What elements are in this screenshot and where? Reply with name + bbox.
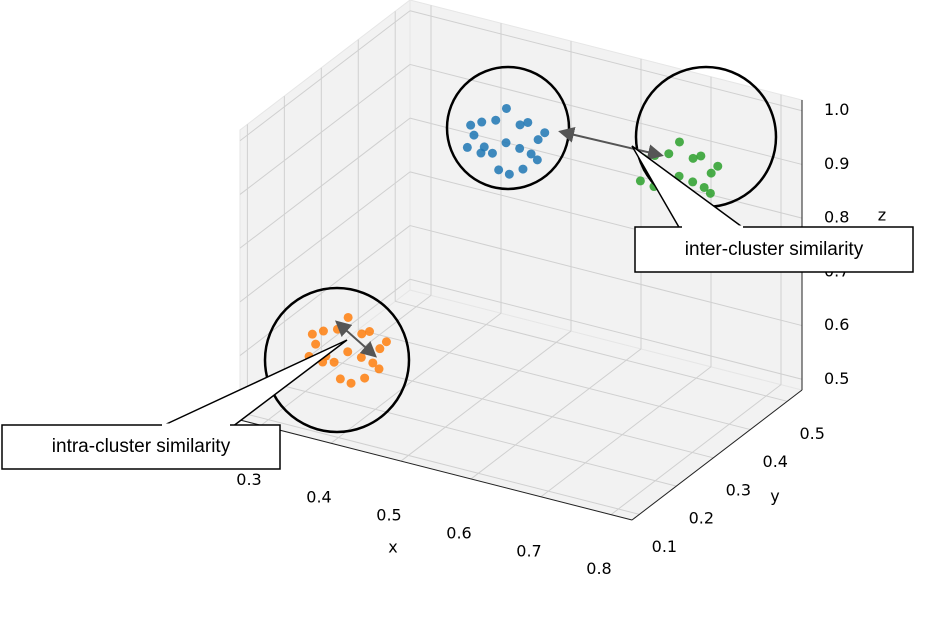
grid-line: [610, 384, 782, 516]
point: [346, 378, 356, 388]
grid-line: [239, 117, 411, 249]
point: [343, 347, 353, 357]
axis-line: [631, 389, 803, 521]
point: [696, 151, 706, 161]
point: [368, 358, 378, 368]
point: [540, 128, 550, 138]
z-tick-label: 0.5: [824, 369, 849, 388]
grid-line: [409, 225, 803, 327]
x-tick-label: 0.4: [306, 488, 331, 507]
point: [501, 103, 511, 113]
point: [664, 149, 674, 159]
point: [329, 357, 339, 367]
y-axis-label: y: [770, 487, 779, 506]
point: [515, 143, 525, 153]
point: [705, 188, 715, 198]
cluster-circle: [263, 286, 411, 434]
point: [466, 120, 476, 130]
x-tick-label: 0.5: [376, 506, 401, 525]
labels: 0.3 0.4 0.5 0.6 0.7 0.8 0.1 0.2 0.3 0.4 0.5 0.5 0.6 0…: [236, 100, 849, 578]
grid-line: [239, 10, 411, 142]
point: [365, 326, 375, 336]
z-tick-label: 0.6: [824, 315, 849, 334]
grid-line: [321, 357, 714, 459]
grid-line: [239, 225, 411, 356]
point: [374, 364, 384, 374]
point: [381, 337, 391, 347]
point: [491, 115, 501, 125]
point: [307, 329, 317, 339]
point: [688, 153, 698, 163]
grid-line: [409, 10, 803, 112]
grid-line: [247, 413, 640, 515]
y-tick-label: 0.5: [799, 424, 824, 443]
grid-line: [409, 278, 803, 380]
arrow: [335, 320, 377, 358]
point: [318, 326, 328, 336]
point: [635, 176, 645, 186]
callout: intra-cluster similarity: [1, 339, 348, 470]
point: [518, 164, 528, 174]
grid-line: [409, 63, 803, 165]
point: [487, 148, 497, 158]
point: [688, 177, 698, 187]
point: [360, 373, 370, 383]
point: [494, 165, 504, 175]
arrow: [558, 126, 664, 161]
point: [515, 120, 525, 130]
grid-line: [260, 294, 432, 426]
point: [462, 142, 472, 152]
point: [713, 161, 723, 171]
grid-line: [395, 300, 788, 402]
point: [706, 168, 716, 178]
point: [533, 135, 543, 145]
axis-line: [239, 419, 633, 521]
callout: inter-cluster similarity: [631, 145, 914, 273]
z-axis-label: z: [878, 206, 886, 225]
z-tick-label: 0.9: [824, 154, 849, 173]
annotation: inter-cluster similarity: [685, 239, 864, 260]
point: [504, 169, 514, 179]
x-tick-label: 0.6: [446, 523, 471, 542]
point: [699, 182, 709, 192]
x-tick-label: 0.3: [236, 470, 261, 489]
x-tick-label: 0.7: [516, 541, 541, 560]
point: [523, 117, 533, 127]
z-tick-label: 1.0: [824, 100, 849, 119]
grid-line: [284, 385, 677, 487]
point: [532, 155, 542, 165]
grid-line: [239, 64, 411, 195]
point: [311, 339, 321, 349]
grid-line: [400, 330, 572, 462]
grid-line: [239, 171, 411, 303]
point: [357, 329, 367, 339]
annotation: intra-cluster similarity: [52, 436, 231, 457]
point: [479, 142, 489, 152]
y-tick-label: 0.3: [726, 480, 751, 499]
point: [477, 117, 487, 127]
point: [469, 130, 479, 140]
point: [343, 312, 353, 322]
point: [526, 149, 536, 159]
point: [335, 374, 345, 384]
point: [356, 352, 366, 362]
point: [501, 138, 511, 148]
x-tick-label: 0.8: [586, 559, 611, 578]
x-axis-label: x: [388, 538, 397, 557]
point: [375, 344, 385, 354]
y-tick-label: 0.4: [763, 452, 788, 471]
grid-line: [358, 329, 751, 431]
grid-line: [540, 366, 712, 498]
grid-line: [330, 312, 502, 444]
z-tick-label: 0.8: [824, 208, 849, 227]
grid-line: [470, 348, 642, 480]
annotation-layer: inter-cluster similarity intra-cluster s…: [1, 65, 914, 470]
y-tick-label: 0.2: [689, 509, 714, 528]
point: [674, 137, 684, 147]
y-tick-label: 0.1: [652, 537, 677, 556]
